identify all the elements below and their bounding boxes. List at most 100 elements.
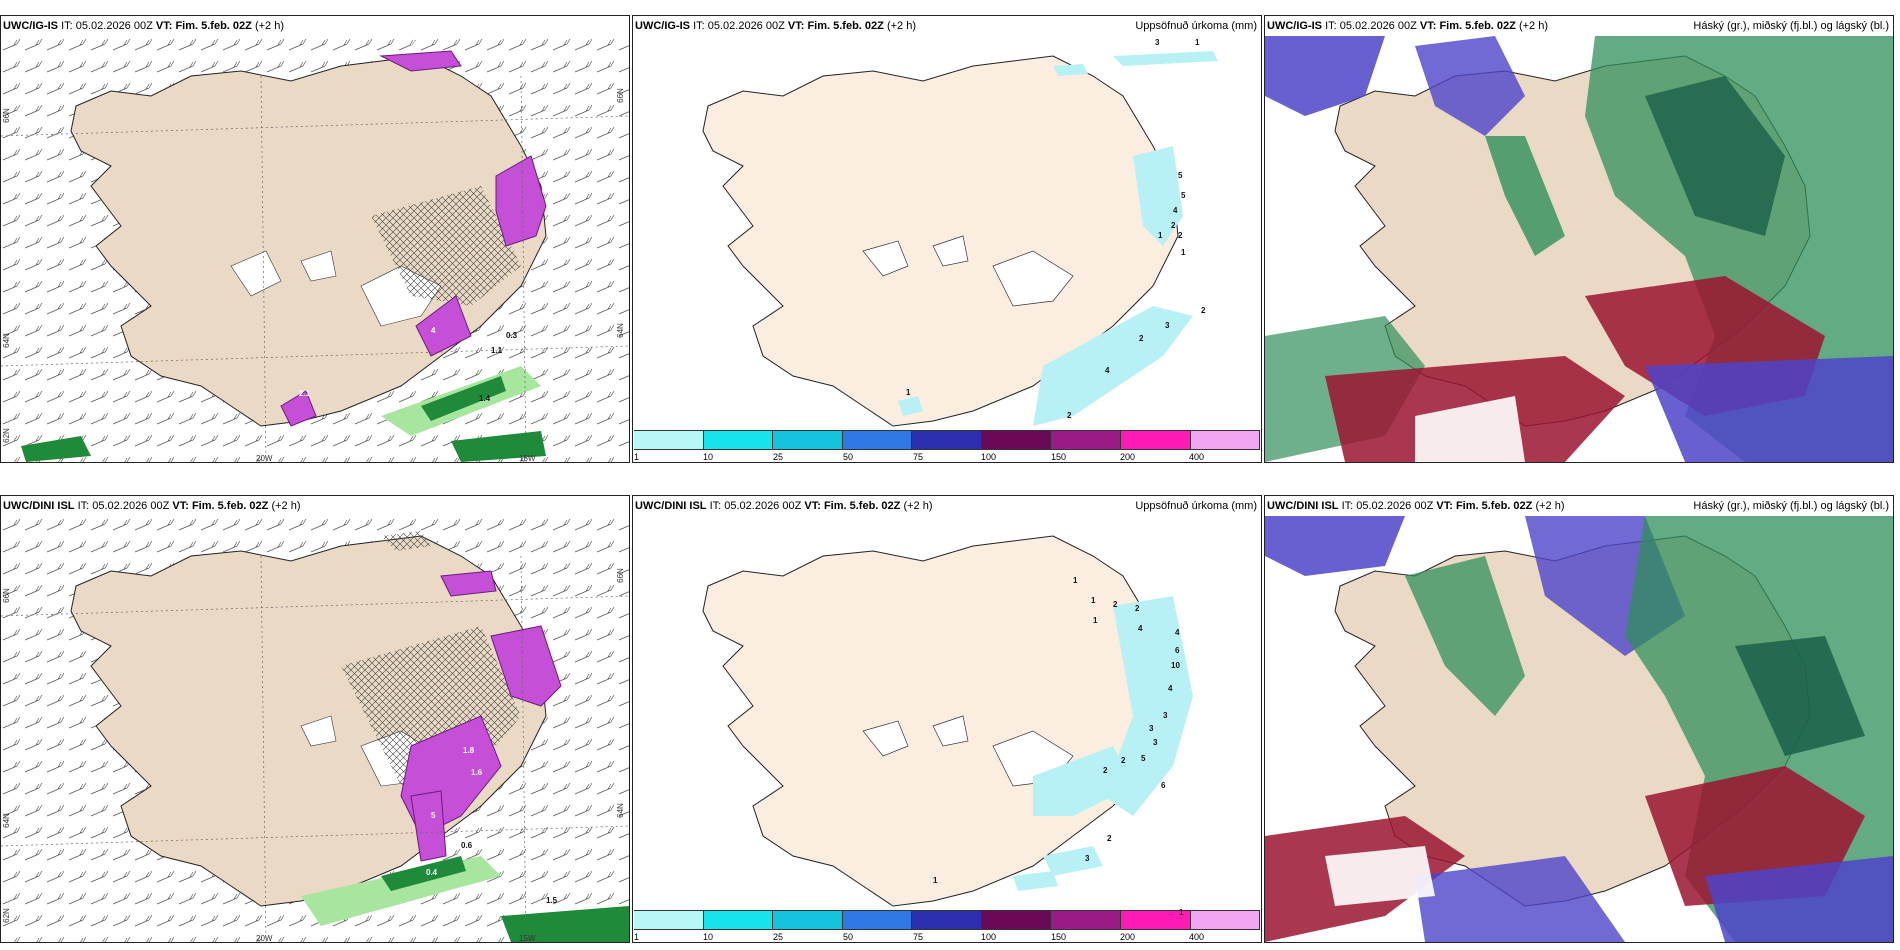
map-accum-precip xyxy=(702,51,1218,427)
value-label: 5 xyxy=(431,811,436,820)
panel-title: Uppsöfnuð úrkoma (mm) xyxy=(1135,500,1257,512)
value-label: 1.6 xyxy=(471,768,483,777)
colorbar-tick: 100 xyxy=(981,452,997,462)
map-cloud-cover xyxy=(1265,516,1893,942)
value-label: 2 xyxy=(1067,411,1072,420)
value-label: 0.6 xyxy=(461,841,473,850)
panel-header: UWC/DINI ISL IT: 05.02.2026 00Z VT: Fim.… xyxy=(3,500,301,512)
map-wind-precip xyxy=(1,516,629,942)
value-label: 3 xyxy=(1085,854,1090,863)
colorbar-tick: 10 xyxy=(703,932,714,942)
panel-title: Háský (gr.), miðský (fj.bl.) og lágský (… xyxy=(1693,20,1889,32)
panel-bot-left-wind: UWC/DINI ISL IT: 05.02.2026 00Z VT: Fim.… xyxy=(0,495,630,943)
value-label: 3 xyxy=(1155,38,1160,47)
lat-label: 66N xyxy=(615,568,625,583)
panel-title: Uppsöfnuð úrkoma (mm) xyxy=(1135,20,1257,32)
colorbar-tick: 200 xyxy=(1120,932,1136,942)
value-label: 4 xyxy=(1105,366,1110,375)
value-label: 1 xyxy=(1073,576,1078,585)
lon-label: 20W xyxy=(256,454,273,463)
value-label: 1 xyxy=(1158,231,1163,240)
colorbar-tick: 1 xyxy=(634,932,640,942)
value-label: 2 xyxy=(1178,231,1183,240)
value-label: 2 xyxy=(1121,756,1126,765)
value-label: 5 xyxy=(1181,191,1186,200)
colorbar-tick: 400 xyxy=(1189,452,1205,462)
value-label: 2 xyxy=(1171,221,1176,230)
value-label: 0.4 xyxy=(426,868,438,877)
value-label: 5 xyxy=(1178,171,1183,180)
value-label: 6 xyxy=(1161,781,1166,790)
lon-label: 15W xyxy=(519,934,536,943)
lat-label: 64N xyxy=(1,813,11,828)
colorbar-tick: 100 xyxy=(981,932,997,942)
value-label: 2 xyxy=(1135,604,1140,613)
value-label: 3 xyxy=(1153,738,1158,747)
value-label: 3 xyxy=(1165,321,1170,330)
value-label: 4 xyxy=(1168,684,1173,693)
lat-label: 66N xyxy=(615,88,625,103)
value-label: 4 xyxy=(1173,206,1178,215)
colorbar-tick: 50 xyxy=(843,932,854,942)
value-label: 2.1 xyxy=(299,389,311,398)
colorbar-tick: 400 xyxy=(1189,932,1205,942)
lon-label: 15W xyxy=(519,454,536,463)
map-wind-precip xyxy=(1,36,629,462)
value-label: 1 xyxy=(906,388,911,397)
panel-top-left-wind: UWC/IG-IS IT: 05.02.2026 00Z VT: Fim. 5.… xyxy=(0,15,630,463)
value-label: 1 xyxy=(1091,596,1096,605)
lat-label: 64N xyxy=(1,333,11,348)
value-label: 3 xyxy=(1163,711,1168,720)
lat-label: 62N xyxy=(1,908,11,923)
value-label: 1.5 xyxy=(546,896,558,905)
colorbar-tick: 10 xyxy=(703,452,714,462)
colorbar-tick: 150 xyxy=(1051,452,1067,462)
panel-header: UWC/IG-IS IT: 05.02.2026 00Z VT: Fim. 5.… xyxy=(1267,20,1548,32)
map-accum-precip xyxy=(702,535,1193,907)
value-label: 1 xyxy=(1181,248,1186,257)
precip-colorbar xyxy=(634,430,1261,450)
lat-label: 66N xyxy=(1,588,11,603)
colorbar-tick: 150 xyxy=(1051,932,1067,942)
lat-label: 64N xyxy=(615,803,625,818)
panel-header: UWC/IG-IS IT: 05.02.2026 00Z VT: Fim. 5.… xyxy=(635,20,916,32)
value-label: 6 xyxy=(1175,646,1180,655)
value-label: 3 xyxy=(1149,724,1154,733)
value-label: 1 xyxy=(1195,38,1200,47)
value-label: 10 xyxy=(1171,661,1180,670)
panel-header: UWC/DINI ISL IT: 05.02.2026 00Z VT: Fim.… xyxy=(635,500,933,512)
value-label: 4 xyxy=(1138,624,1143,633)
value-label: 2 xyxy=(1113,600,1118,609)
precip-colorbar xyxy=(634,910,1261,930)
value-label: 1.1 xyxy=(491,346,503,355)
lat-label: 66N xyxy=(1,108,11,123)
value-label: 0.3 xyxy=(506,331,518,340)
panel-bot-mid-precip: UWC/DINI ISL IT: 05.02.2026 00Z VT: Fim.… xyxy=(632,495,1262,943)
panel-header: UWC/IG-IS IT: 05.02.2026 00Z VT: Fim. 5.… xyxy=(3,20,284,32)
colorbar-tick: 25 xyxy=(773,452,784,462)
panel-bot-right-clouds: UWC/DINI ISL IT: 05.02.2026 00Z VT: Fim.… xyxy=(1264,495,1894,943)
value-label: 1 xyxy=(933,876,938,885)
value-label: 4 xyxy=(431,326,436,335)
value-label: 1 xyxy=(1179,908,1184,917)
panel-title: Háský (gr.), miðský (fj.bl.) og lágský (… xyxy=(1693,500,1889,512)
panel-header: UWC/DINI ISL IT: 05.02.2026 00Z VT: Fim.… xyxy=(1267,500,1565,512)
value-label: 5 xyxy=(1141,754,1146,763)
panel-top-right-clouds: UWC/IG-IS IT: 05.02.2026 00Z VT: Fim. 5.… xyxy=(1264,15,1894,463)
value-label: 1.8 xyxy=(463,746,475,755)
value-label: 2 xyxy=(1201,306,1206,315)
value-label: 2 xyxy=(1139,334,1144,343)
lat-label: 62N xyxy=(1,428,11,443)
lon-label: 20W xyxy=(256,934,273,943)
value-label: 1.4 xyxy=(479,394,491,403)
panel-top-mid-precip: UWC/IG-IS IT: 05.02.2026 00Z VT: Fim. 5.… xyxy=(632,15,1262,463)
colorbar-tick: 200 xyxy=(1120,452,1136,462)
colorbar-tick: 50 xyxy=(843,452,854,462)
colorbar-tick: 25 xyxy=(773,932,784,942)
colorbar-tick: 75 xyxy=(913,452,924,462)
value-label: 2 xyxy=(1103,766,1108,775)
value-label: 1 xyxy=(1093,616,1098,625)
value-label: 2 xyxy=(1107,834,1112,843)
map-cloud-cover xyxy=(1265,36,1893,462)
value-label: 0.5 xyxy=(406,38,418,47)
